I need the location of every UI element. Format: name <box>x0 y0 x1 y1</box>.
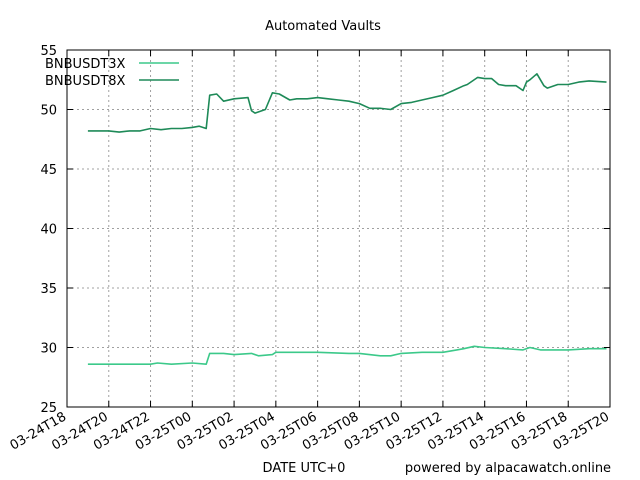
x-axis-label: DATE UTC+0 <box>263 461 346 476</box>
y-tick-label: 25 <box>40 401 57 416</box>
legend: BNBUSDT3X BNBUSDT8X <box>45 57 179 89</box>
series-lines <box>87 73 607 366</box>
series-line-bnbusdt3x <box>87 345 607 366</box>
legend-label: BNBUSDT3X <box>45 57 126 72</box>
y-axis-ticks: 25 30 35 40 45 50 55 <box>40 44 610 416</box>
y-tick-label: 35 <box>40 282 57 297</box>
credit-text: powered by alpacawatch.online <box>405 461 611 476</box>
y-tick-label: 45 <box>40 163 57 178</box>
series-line-bnbusdt8x <box>87 73 607 133</box>
y-tick-label: 55 <box>40 44 57 59</box>
chart-title: Automated Vaults <box>265 19 381 34</box>
y-tick-label: 30 <box>40 342 57 357</box>
legend-label: BNBUSDT8X <box>45 74 126 89</box>
y-tick-label: 40 <box>40 223 57 238</box>
x-axis-ticks: 03-24T1803-24T2003-24T2203-25T0003-25T02… <box>8 50 612 454</box>
grid <box>67 50 610 407</box>
y-tick-label: 50 <box>40 104 57 119</box>
